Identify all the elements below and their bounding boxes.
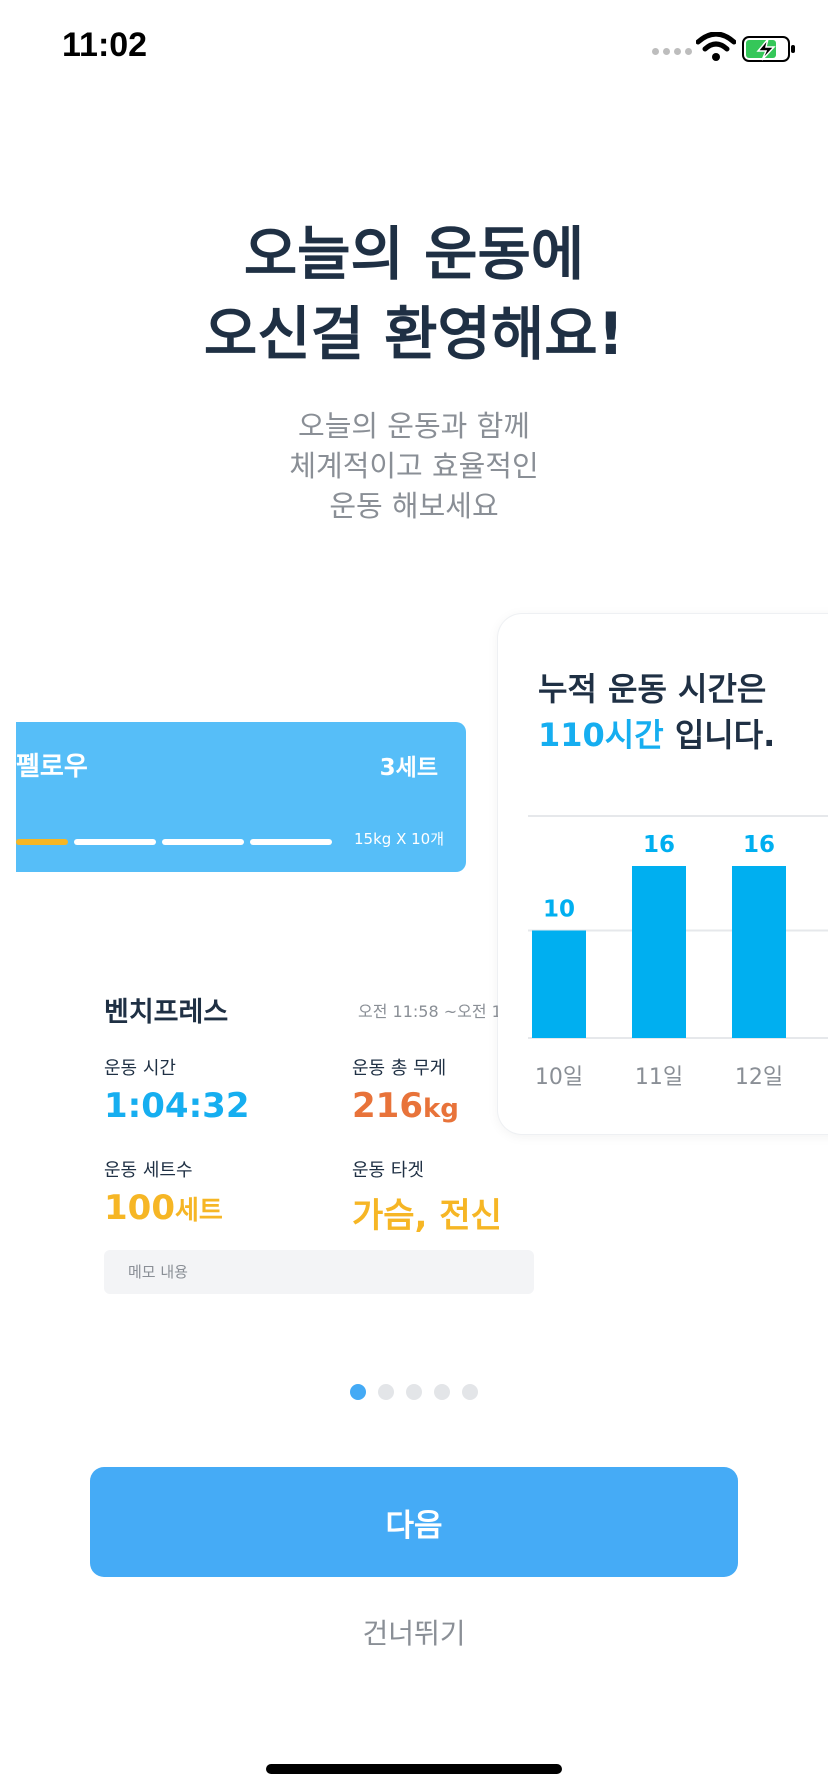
- subtitle-line-2: 체계적이고 효율적인: [289, 449, 539, 483]
- sets-number: 100: [104, 1188, 175, 1228]
- page-indicator: [350, 1384, 478, 1400]
- exercise-card-weight: 15kg X 10개: [354, 830, 444, 848]
- chart-bar: [532, 930, 586, 1038]
- total-weight-label: 운동 총 무게: [352, 1058, 447, 1079]
- total-weight-number: 216: [352, 1086, 423, 1126]
- chart-data-label: 10: [543, 897, 575, 923]
- set-bar: [162, 839, 244, 845]
- subtitle-line-1: 오늘의 운동과 함께: [298, 409, 530, 443]
- wifi-icon: [696, 32, 736, 61]
- sets-value: 100세트: [104, 1188, 223, 1228]
- total-weight-unit: kg: [422, 1094, 459, 1124]
- set-bar: [16, 839, 68, 845]
- duration-value: 1:04:32: [104, 1086, 250, 1126]
- title-line-2: 오신걸 환영해요!: [203, 300, 625, 368]
- exercise-card-name: 펠로우: [16, 752, 88, 782]
- subtitle-line-3: 운동 해보세요: [329, 489, 499, 523]
- sets-label: 운동 세트수: [104, 1160, 193, 1181]
- skip-button[interactable]: 건너뛰기: [362, 1617, 466, 1650]
- next-button[interactable]: 다음: [90, 1467, 738, 1577]
- chart-category-label: 11일: [635, 1065, 683, 1090]
- exercise-progress-card: 펠로우 3세트 15kg X 10개: [16, 722, 466, 872]
- chart-data-label: 16: [643, 832, 675, 858]
- page-dot: [434, 1384, 450, 1400]
- cumulative-time-card: 누적 운동 시간은 110시간 입니다. 10 10일 16 11일 16 12일: [498, 614, 828, 1134]
- welcome-title: 오늘의 운동에 오신걸 환영해요!: [0, 214, 828, 374]
- chart-data-label: 16: [743, 832, 775, 858]
- chart-category-label: 10일: [535, 1065, 583, 1090]
- cumulative-time-value-line: 110시간 입니다.: [538, 710, 775, 756]
- set-bar: [250, 839, 332, 845]
- total-weight-value: 216kg: [352, 1086, 459, 1126]
- status-time: 11:02: [62, 26, 148, 64]
- daily-time-bar-chart: 10 10일 16 11일 16 12일: [528, 815, 828, 1090]
- home-indicator: [266, 1764, 562, 1774]
- duration-label: 운동 시간: [104, 1058, 176, 1079]
- page-dot: [406, 1384, 422, 1400]
- page-dot: [378, 1384, 394, 1400]
- battery-charging-icon: [742, 36, 795, 62]
- sets-unit: 세트: [174, 1196, 223, 1226]
- chart-category-label: 12일: [735, 1065, 783, 1090]
- set-progress-bars: [16, 839, 332, 845]
- page-dot: [462, 1384, 478, 1400]
- cumulative-time-value: 110시간: [538, 716, 664, 754]
- cellular-signal-icon: [652, 48, 692, 55]
- welcome-subtitle: 오늘의 운동과 함께 체계적이고 효율적인 운동 해보세요: [0, 406, 828, 526]
- target-value: 가슴, 전신: [352, 1196, 502, 1236]
- chart-bar: [632, 866, 686, 1038]
- set-bar: [74, 839, 156, 845]
- exercise-name: 벤치프레스: [104, 997, 229, 1028]
- cumulative-time-text: 누적 운동 시간은: [538, 670, 767, 708]
- title-line-1: 오늘의 운동에: [243, 220, 585, 288]
- exercise-card-sets: 3세트: [379, 755, 438, 781]
- chart-bar: [732, 866, 786, 1038]
- page-dot: [350, 1384, 366, 1400]
- memo-field: 메모 내용: [104, 1250, 534, 1294]
- target-label: 운동 타겟: [352, 1160, 424, 1181]
- cumulative-time-suffix: 입니다.: [663, 716, 776, 754]
- exercise-time-range: 오전 11:58 ~오전 12:: [358, 1002, 498, 1021]
